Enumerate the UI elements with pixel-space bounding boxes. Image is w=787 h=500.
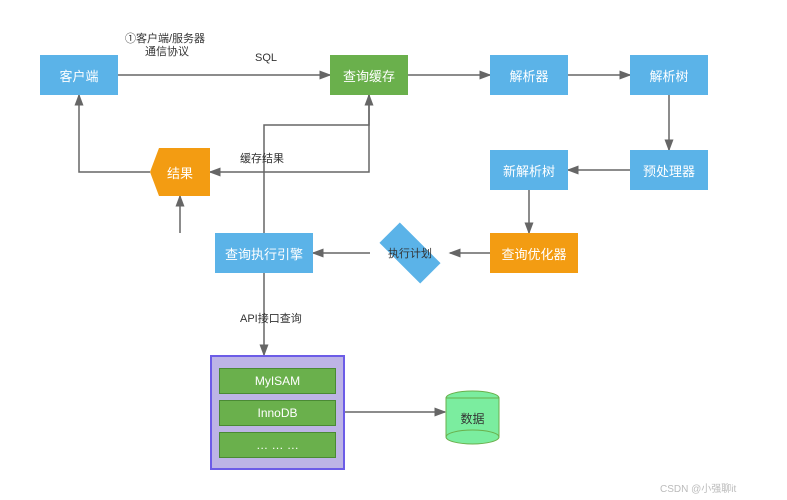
- storage-item-2: … … …: [219, 432, 336, 458]
- node-plan: 执行计划: [370, 233, 450, 273]
- label-cache-result: 缓存结果: [240, 150, 284, 166]
- storage-item-1: InnoDB: [219, 400, 336, 426]
- storage-item-0: MyISAM: [219, 368, 336, 394]
- node-result: 结果: [150, 148, 210, 196]
- edge-result-client: [79, 95, 150, 172]
- label-client-cache-2: 通信协议: [145, 43, 189, 59]
- node-preproc: 预处理器: [630, 150, 708, 190]
- node-client: 客户端: [40, 55, 118, 95]
- node-cache: 查询缓存: [330, 55, 408, 95]
- node-engine: 查询执行引擎: [215, 233, 313, 273]
- node-newTree: 新解析树: [490, 150, 568, 190]
- node-parseTree: 解析树: [630, 55, 708, 95]
- label-api: API接口查询: [240, 310, 302, 326]
- node-parser: 解析器: [490, 55, 568, 95]
- node-storage: MyISAM InnoDB … … …: [210, 355, 345, 470]
- node-data: 数据: [445, 390, 500, 445]
- label-sql: SQL: [255, 52, 277, 64]
- watermark: CSDN @小强聊it: [660, 480, 736, 495]
- edge-cache-result: [210, 95, 369, 172]
- node-optimizer: 查询优化器: [490, 233, 578, 273]
